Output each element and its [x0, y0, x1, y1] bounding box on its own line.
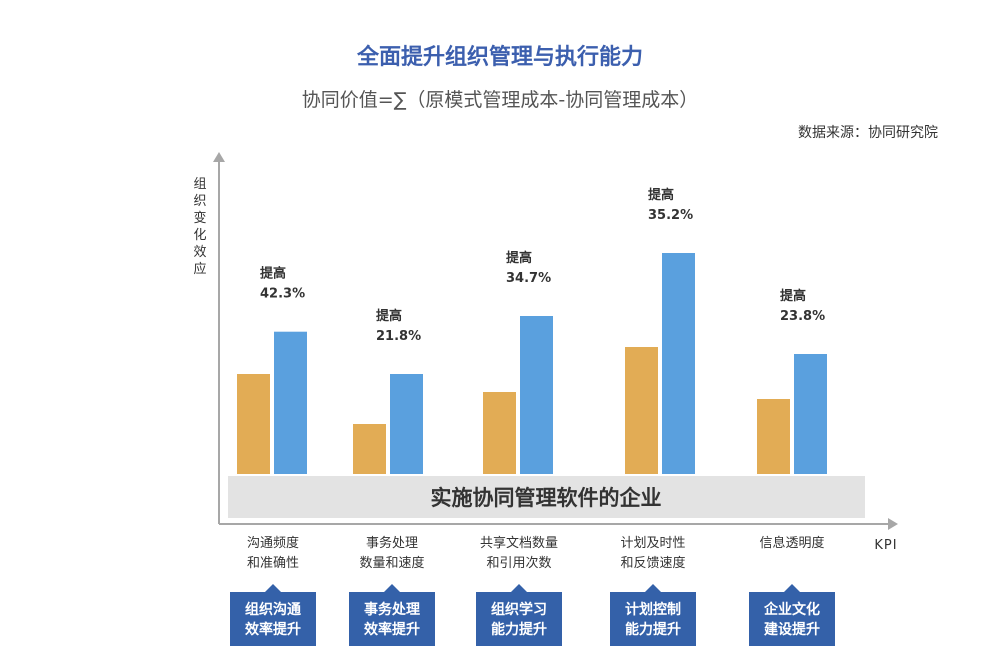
improve-label: 提高: [376, 308, 402, 324]
box-notch-icon: [645, 584, 661, 592]
bar-improved: [274, 331, 307, 474]
chart-bars: 提高 42.3% 提高 21.8% 提高 34.7% 提高 35.2% 提高 23.8%: [237, 187, 827, 474]
improve-value: 34.7%: [506, 271, 551, 286]
effect-box: 组织学习能力提升: [476, 584, 562, 646]
chart-labels: 沟通频度和准确性 事务处理数量和速度 共享文档数量和引用次数 计划及时性和反馈速度 信息…: [247, 535, 825, 571]
box-notch-icon: [384, 584, 400, 592]
x-axis-label: KPI: [874, 538, 897, 553]
bar-improved: [390, 374, 423, 474]
category-label: 沟通频度和准确性: [247, 535, 299, 571]
effect-box: 组织沟通效率提升: [230, 584, 316, 646]
bar-baseline: [625, 347, 658, 474]
bar-baseline: [757, 399, 790, 474]
box-notch-icon: [265, 584, 281, 592]
bar-improved: [520, 316, 553, 474]
bar-improved: [662, 253, 695, 474]
chart-subtitle: 协同价值=∑（原模式管理成本-协同管理成本）: [302, 89, 699, 111]
improve-label: 提高: [506, 250, 532, 266]
box-background: [349, 592, 435, 646]
y-axis-label: 组织变化效应: [193, 177, 206, 277]
banner-background: [228, 476, 865, 518]
improve-value: 35.2%: [648, 208, 693, 223]
improve-label: 提高: [780, 288, 806, 304]
improve-value: 23.8%: [780, 309, 825, 324]
chart-boxes: 组织沟通效率提升 事务处理效率提升 组织学习能力提升 计划控制能力提升 企业文化建设提升: [230, 584, 835, 646]
bar-baseline: [353, 424, 386, 474]
box-background: [749, 592, 835, 646]
improve-value: 42.3%: [260, 287, 305, 302]
category-label: 信息透明度: [759, 535, 824, 551]
improve-value: 21.8%: [376, 329, 421, 344]
x-axis-arrow-icon: [888, 518, 898, 530]
effect-box: 事务处理效率提升: [349, 584, 435, 646]
box-notch-icon: [784, 584, 800, 592]
box-text: 企业文化建设提升: [763, 601, 820, 638]
category-label: 计划及时性和反馈速度: [620, 536, 685, 571]
bar-improved: [794, 354, 827, 474]
box-background: [230, 592, 316, 646]
box-background: [610, 592, 696, 646]
y-axis-arrow-icon: [213, 152, 225, 162]
banner-text: 实施协同管理软件的企业: [431, 486, 662, 510]
effect-box: 计划控制能力提升: [610, 584, 696, 646]
box-text: 事务处理效率提升: [364, 601, 420, 638]
box-background: [476, 592, 562, 646]
data-source: 数据来源：协同研究院: [798, 125, 938, 141]
bar-baseline: [237, 374, 270, 474]
improve-label: 提高: [260, 266, 286, 282]
chart-banner: 实施协同管理软件的企业: [228, 476, 865, 518]
bar-baseline: [483, 392, 516, 474]
chart-axes: 组织变化效应 KPI: [193, 152, 898, 553]
category-label: 共享文档数量和引用次数: [480, 535, 558, 571]
box-text: 计划控制能力提升: [625, 601, 681, 638]
effect-box: 企业文化建设提升: [749, 584, 835, 646]
chart-title: 全面提升组织管理与执行能力: [356, 44, 643, 70]
box-notch-icon: [511, 584, 527, 592]
box-text: 组织沟通效率提升: [245, 601, 301, 638]
box-text: 组织学习能力提升: [491, 601, 547, 638]
improve-label: 提高: [648, 187, 674, 203]
category-label: 事务处理数量和速度: [359, 535, 424, 571]
